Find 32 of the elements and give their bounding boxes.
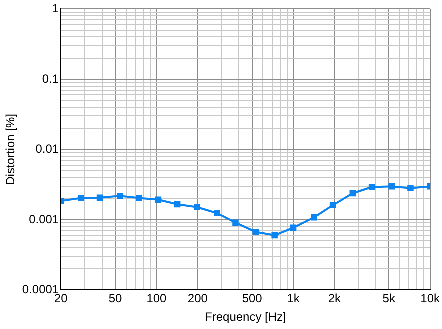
y-tick-label: 0.1 <box>42 72 60 86</box>
x-tick-label: 500 <box>242 292 263 306</box>
y-tick-label: 1 <box>52 2 60 16</box>
x-axis-title: Frequency [Hz] <box>205 310 286 324</box>
x-tick-label: 5k <box>382 292 396 306</box>
point <box>290 224 297 232</box>
point <box>311 214 318 221</box>
x-tick-label: 10k <box>420 292 441 306</box>
point <box>214 210 220 217</box>
point <box>388 184 395 190</box>
point <box>174 201 181 208</box>
point <box>155 196 162 204</box>
point <box>330 202 336 209</box>
point <box>272 232 278 239</box>
point <box>194 204 200 210</box>
point <box>96 194 104 202</box>
y-axis-title: Distortion [%] <box>4 114 18 186</box>
y-tick-label: 0.01 <box>36 142 60 156</box>
x-tick-label: 200 <box>188 292 208 306</box>
point <box>408 185 414 192</box>
point <box>368 184 376 190</box>
point <box>78 195 84 202</box>
x-tick-label: 50 <box>108 292 123 306</box>
point <box>252 229 260 236</box>
x-tick-label: 100 <box>146 292 168 306</box>
point <box>232 220 239 226</box>
point <box>136 195 142 202</box>
x-tick-label: 1k <box>287 292 301 306</box>
y-tick-label: 0.001 <box>29 212 60 226</box>
point <box>350 190 356 197</box>
point <box>116 193 124 200</box>
x-tick-label: 2k <box>328 292 342 306</box>
